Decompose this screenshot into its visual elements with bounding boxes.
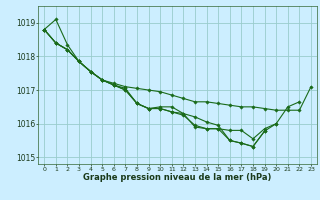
X-axis label: Graphe pression niveau de la mer (hPa): Graphe pression niveau de la mer (hPa) xyxy=(84,173,272,182)
